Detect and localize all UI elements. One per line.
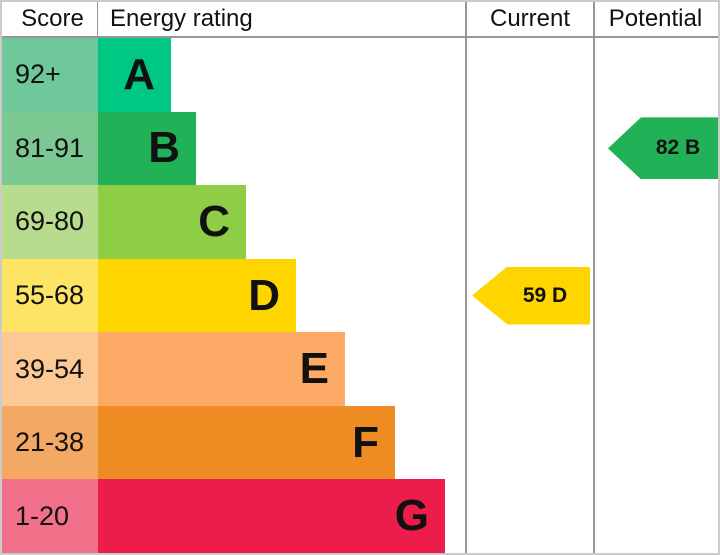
score-cell-a: 92+: [2, 38, 98, 112]
potential-zone-d: [593, 259, 718, 333]
grade-letter-c: C: [198, 196, 230, 246]
band-row-c: 69-80 C: [2, 185, 718, 259]
current-rating-arrow: 59 D: [472, 266, 590, 325]
current-zone-g: [467, 479, 593, 553]
rating-bar-a: A: [98, 38, 171, 112]
rating-bar-g: G: [98, 479, 445, 553]
potential-rating-arrow: 82 B: [608, 117, 718, 180]
potential-zone-c: [593, 185, 718, 259]
score-range-c: 69-80: [15, 206, 85, 237]
current-zone-e: [467, 332, 593, 406]
bar-zone-f: F: [98, 405, 467, 480]
grade-letter-d: D: [248, 270, 280, 320]
potential-rating-label: 82 B: [655, 136, 701, 160]
bar-zone-a: A: [98, 38, 467, 112]
header-energy-rating-label: Energy rating: [110, 5, 253, 32]
header-current: Current: [467, 2, 593, 36]
potential-zone-g: [593, 479, 718, 553]
score-cell-c: 69-80: [2, 185, 98, 259]
rating-bands: 92+ A 81-91 B 82 B: [2, 38, 718, 553]
header-row: Score Energy rating Current Potential: [2, 2, 718, 38]
band-row-b: 81-91 B 82 B: [2, 111, 718, 186]
current-zone-b: [467, 112, 593, 186]
header-potential: Potential: [593, 2, 718, 36]
rating-bar-c: C: [98, 185, 246, 259]
potential-column-divider: [593, 2, 595, 553]
band-row-a: 92+ A: [2, 38, 718, 112]
score-range-g: 1-20: [15, 500, 70, 531]
bar-zone-d: D: [98, 258, 467, 333]
header-score-label: Score: [21, 5, 84, 32]
header-score: Score: [2, 2, 98, 36]
score-cell-f: 21-38: [2, 405, 98, 480]
current-zone-c: [467, 185, 593, 259]
potential-zone-e: [593, 332, 718, 406]
grade-letter-f: F: [352, 417, 379, 467]
current-zone-d: 59 D: [467, 259, 593, 333]
grade-letter-a: A: [123, 49, 155, 99]
band-row-e: 39-54 E: [2, 332, 718, 406]
current-zone-f: [467, 406, 593, 480]
grade-letter-e: E: [299, 344, 329, 394]
rating-bar-f: F: [98, 405, 395, 480]
band-row-d: 55-68 D 59 D: [2, 258, 718, 333]
bar-zone-b: B: [98, 111, 467, 186]
header-potential-label: Potential: [608, 5, 703, 32]
score-range-d: 55-68: [15, 280, 85, 311]
score-cell-b: 81-91: [2, 111, 98, 186]
bar-zone-c: C: [98, 185, 467, 259]
score-cell-d: 55-68: [2, 258, 98, 333]
score-range-e: 39-54: [15, 353, 85, 384]
potential-zone-b: 82 B: [593, 112, 718, 186]
bar-zone-g: G: [98, 479, 467, 553]
header-energy-rating: Energy rating: [98, 2, 467, 36]
score-range-b: 81-91: [15, 132, 85, 163]
current-rating-label: 59 D: [522, 283, 568, 307]
potential-zone-f: [593, 406, 718, 480]
grade-letter-b: B: [148, 123, 180, 173]
band-row-f: 21-38 F: [2, 405, 718, 480]
score-cell-g: 1-20: [2, 479, 98, 553]
current-zone-a: [467, 38, 593, 112]
rating-bar-d: D: [98, 258, 296, 333]
rating-bar-b: B: [98, 111, 196, 186]
score-range-a: 92+: [15, 59, 61, 90]
band-row-g: 1-20 G: [2, 479, 718, 553]
current-column-divider: [465, 2, 467, 553]
header-current-label: Current: [489, 5, 571, 32]
potential-zone-a: [593, 38, 718, 112]
rating-bar-e: E: [98, 332, 345, 406]
bar-zone-e: E: [98, 332, 467, 406]
score-range-f: 21-38: [15, 427, 85, 458]
grade-letter-g: G: [394, 491, 429, 541]
score-cell-e: 39-54: [2, 332, 98, 406]
